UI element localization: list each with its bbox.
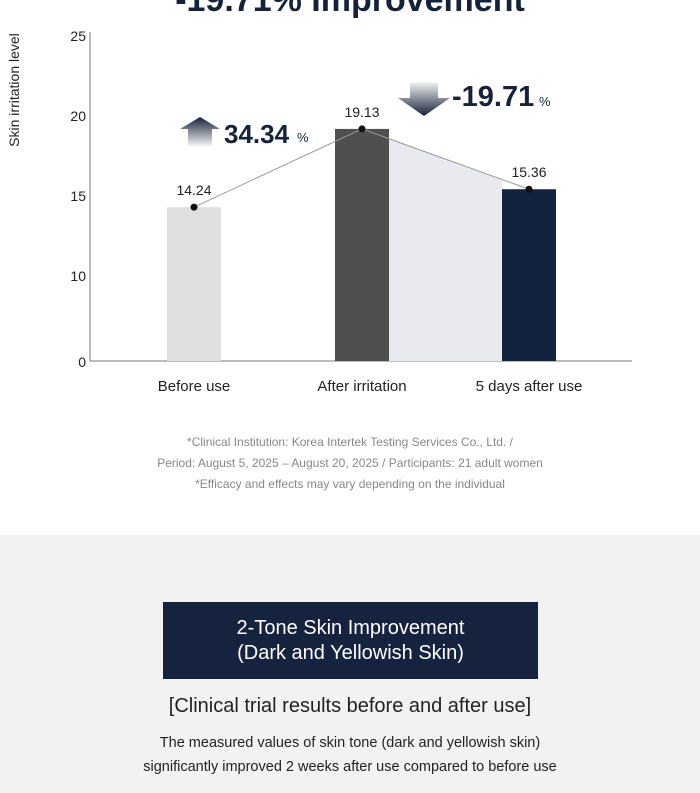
arrow-down-icon [398, 82, 450, 116]
footnote: *Clinical Institution: Korea Intertek Te… [0, 432, 700, 495]
increase-annotation: 34.34 [224, 119, 290, 149]
data-point-2 [358, 125, 366, 133]
section-title-box: 2-Tone Skin Improvement (Dark and Yellow… [163, 602, 538, 679]
bar-2 [335, 128, 389, 361]
footnote-line-2: Period: August 5, 2025 – August 20, 2025… [157, 456, 543, 470]
decrease-unit: % [539, 94, 551, 109]
info-section: 2-Tone Skin Improvement (Dark and Yellow… [0, 535, 700, 793]
decrease-annotation: -19.71 [452, 81, 534, 113]
data-point-3 [525, 185, 533, 193]
bar-3 [502, 189, 556, 361]
description-line-2: significantly improved 2 weeks after use… [143, 759, 557, 775]
section-title-line-1: 2-Tone Skin Improvement [236, 616, 465, 639]
section-title-line-2: (Dark and Yellowish Skin) [237, 641, 464, 664]
y-tick-label: 10 [70, 268, 86, 284]
value-label-3: 15.36 [511, 164, 546, 180]
bar-1 [167, 207, 221, 361]
section-description: The measured values of skin tone (dark a… [0, 731, 700, 779]
increase-unit: % [297, 130, 309, 145]
headline: -19.71% Improvement [175, 0, 525, 19]
y-tick-label: 25 [70, 28, 86, 44]
y-tick-label: 0 [78, 354, 86, 370]
value-label-1: 14.24 [176, 182, 211, 198]
footnote-line-3: *Efficacy and effects may vary depending… [195, 477, 505, 491]
data-point-1 [190, 203, 198, 211]
section-subheading: [Clinical trial results before and after… [168, 695, 532, 717]
y-tick-label: 15 [70, 188, 86, 204]
y-tick-label: 20 [70, 108, 86, 124]
shaded-area [389, 138, 502, 361]
category-label-2: After irritation [317, 378, 406, 395]
value-label-2: 19.13 [344, 104, 379, 120]
description-line-1: The measured values of skin tone (dark a… [159, 735, 541, 751]
category-label-3: 5 days after use [476, 378, 583, 395]
bar-chart: 0 10 15 20 25 14.24 19.13 15.36 Before use After… [70, 28, 632, 395]
category-label-1: Before use [158, 378, 231, 395]
footnote-line-1: *Clinical Institution: Korea Intertek Te… [187, 435, 513, 449]
arrow-up-icon [180, 117, 220, 146]
